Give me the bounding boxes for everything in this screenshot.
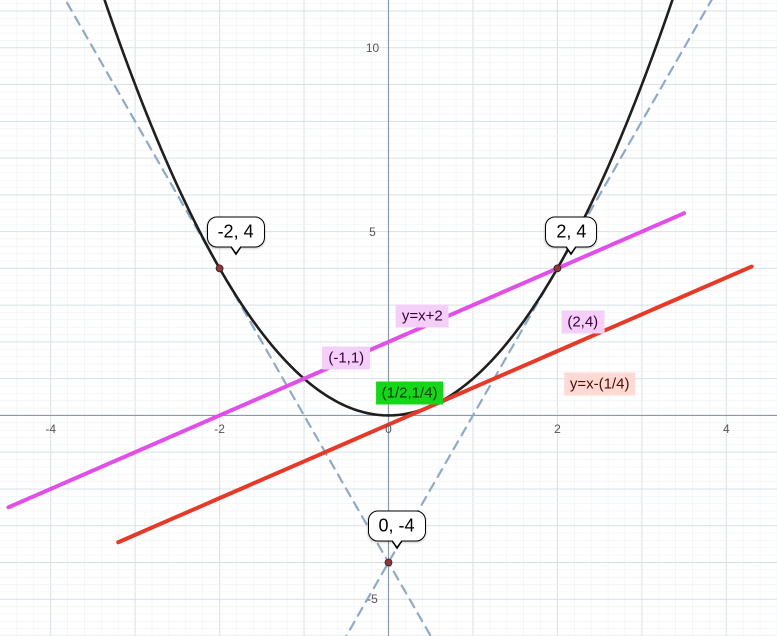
chart-svg bbox=[0, 0, 777, 636]
